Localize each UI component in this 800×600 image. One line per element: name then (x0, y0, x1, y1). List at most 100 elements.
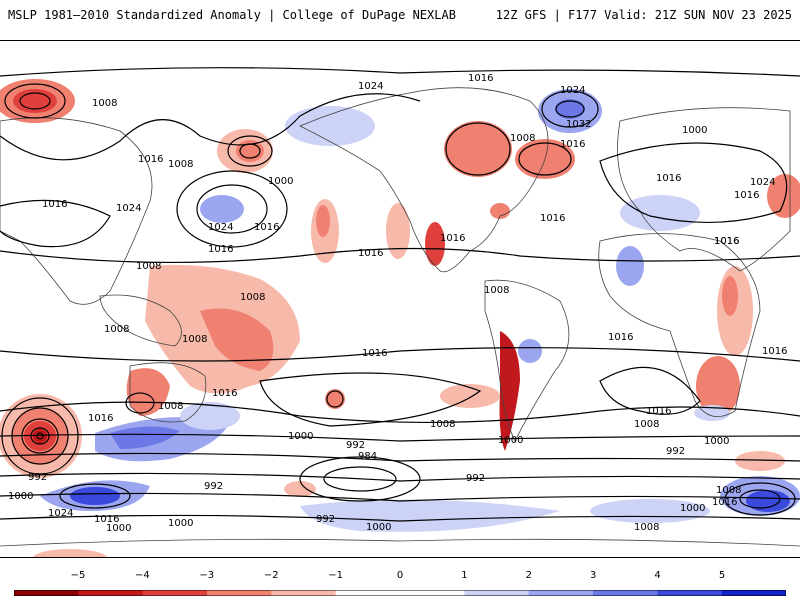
anomaly-region (499, 331, 520, 451)
isobar-label: 992 (204, 481, 223, 492)
isobar-contours (0, 67, 800, 522)
colorbar-tick-label: −4 (135, 570, 150, 581)
anomaly-region (285, 106, 375, 146)
isobar (59, 483, 131, 509)
isobar (724, 482, 796, 516)
isobar (0, 67, 800, 77)
colorbar-border (14, 590, 786, 596)
isobar-label: 1008 (716, 485, 741, 496)
isobar (36, 432, 44, 440)
australia-outline (129, 362, 207, 423)
colorbar-segment (78, 590, 144, 596)
isobar-label: 1008 (430, 419, 455, 430)
anomaly-region (284, 481, 316, 497)
colorbar-tick-label: 3 (590, 570, 597, 581)
isobar-label: 1016 (468, 73, 493, 84)
colorbar-tick-label: 5 (718, 570, 726, 581)
map-canvas: 1016 1024 1008 1024 1016 1032 1016 1008 … (0, 67, 800, 557)
isobar-label: 984 (358, 451, 377, 462)
isobar-label: 1008 (168, 159, 193, 170)
colorbar-tick-label: −5 (70, 570, 86, 581)
anomaly-region (616, 246, 644, 286)
eurasia-outline (617, 107, 791, 272)
isobar (0, 472, 800, 482)
isobar-label: 1000 (268, 176, 293, 187)
isobar-label: 1008 (136, 261, 161, 272)
isobar (555, 100, 585, 118)
colorbar-segment (335, 590, 401, 596)
colorbar-segment (14, 590, 79, 596)
isobar (1, 397, 79, 475)
isobar-label: 1008 (634, 522, 659, 533)
isobar (0, 492, 800, 502)
isobar-label: 1032 (566, 119, 591, 130)
isobar (0, 93, 421, 161)
colorbar-segment (593, 590, 658, 596)
anomaly-region (126, 368, 170, 416)
anomaly-region (200, 195, 244, 223)
anomaly-region (767, 174, 800, 218)
isobar-label: 1000 (168, 518, 193, 529)
colorbar-tick-label: −1 (328, 570, 343, 581)
isobar (299, 456, 421, 502)
anomaly-region (425, 222, 445, 266)
colorbar-tick-label: −3 (199, 570, 215, 581)
anomaly-region (110, 426, 180, 449)
isobar (599, 142, 788, 224)
isobar-label: 1016 (714, 236, 739, 247)
colorbar-segment (271, 590, 337, 596)
isobar (239, 143, 261, 159)
anomaly-region (746, 490, 790, 512)
colorbar-segment (657, 590, 723, 596)
isobar-label: 1016 (734, 190, 759, 201)
isobar-label: 1016 (560, 139, 585, 150)
isobar (19, 92, 51, 110)
isobar-label: 992 (28, 472, 47, 483)
isobar-label: 1016 (212, 388, 237, 399)
colorbar-segment (142, 590, 208, 596)
isobar (196, 184, 268, 234)
isobar-label: 1016 (540, 213, 565, 224)
isobar-label: 1016 (208, 244, 233, 255)
isobar (125, 392, 155, 414)
anomaly-region (180, 402, 240, 430)
isobar-label: 992 (316, 514, 335, 525)
isobar-label: 1016 (88, 413, 113, 424)
isobar-label: 1000 (498, 435, 523, 446)
isobar-label: 1008 (240, 292, 265, 303)
isobar-label: 992 (666, 446, 685, 457)
isobar-label: 1008 (484, 285, 509, 296)
isobar-label: 1008 (158, 401, 183, 412)
isobar-label: 1008 (634, 419, 659, 430)
anomaly-colorbar: −5 −4 −3 −2 −1 0 1 2 3 4 5 (0, 570, 800, 600)
continent-outlines (0, 87, 800, 547)
isobar-label: 1016 (254, 222, 279, 233)
isobar (21, 418, 59, 454)
south-america-outline (484, 279, 570, 442)
isobar-label: 992 (346, 440, 365, 451)
isobar-label: 1016 (656, 173, 681, 184)
isobar (323, 466, 397, 492)
isobar (0, 347, 800, 362)
isobar-label: 1000 (680, 503, 705, 514)
header: MSLP 1981–2010 Standardized Anomaly | Co… (0, 0, 800, 28)
isobar-labels: 1016 1024 1008 1024 1016 1032 1016 1008 … (8, 73, 787, 534)
colorbar-tick-label: 0 (396, 570, 404, 581)
map-title: MSLP 1981–2010 Standardized Anomaly | Co… (8, 8, 456, 22)
isobar-label: 1008 (510, 133, 535, 144)
isobar-label: 1024 (48, 508, 73, 519)
isobar-label: 1000 (288, 431, 313, 442)
isobar-label: 1016 (42, 199, 67, 210)
isobar-label: 1000 (682, 125, 707, 136)
isobar-label: 1016 (358, 248, 383, 259)
isobar-label: 1016 (608, 332, 633, 343)
anomaly-region (722, 276, 738, 316)
anomaly-region (316, 205, 330, 237)
isobar (11, 407, 69, 465)
isobar-label: 1000 (366, 522, 391, 533)
anomaly-region (200, 308, 274, 371)
anomaly-region (440, 384, 500, 408)
anomaly-region (444, 121, 512, 177)
anomaly-region (32, 549, 108, 557)
isobar-label: 1024 (208, 222, 233, 233)
